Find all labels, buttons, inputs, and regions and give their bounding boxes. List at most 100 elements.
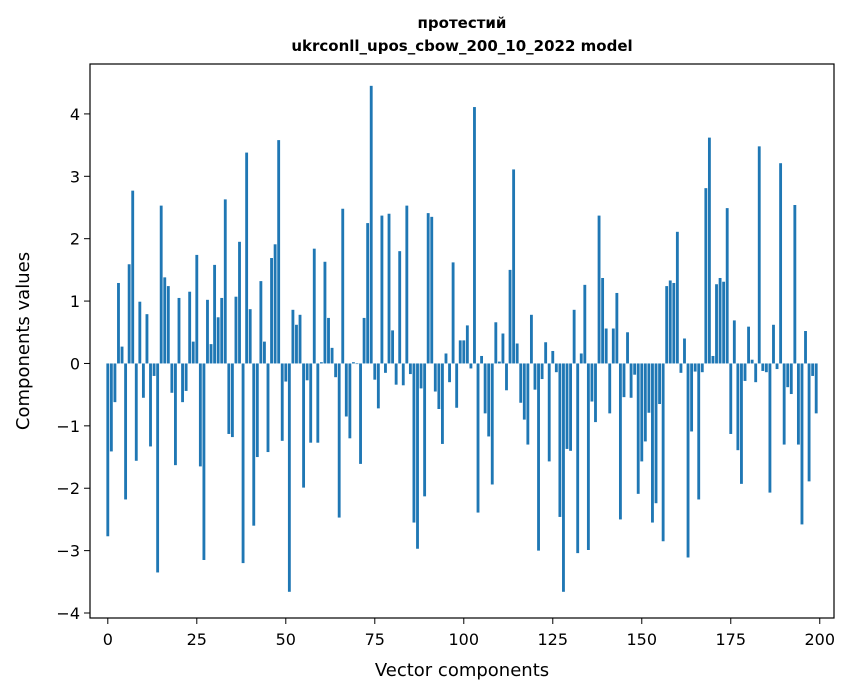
bar-137 [594, 363, 597, 423]
bar-107 [487, 363, 491, 437]
bar-81 [394, 363, 398, 385]
bar-145 [622, 363, 626, 398]
bar-157 [665, 286, 669, 364]
bar-198 [811, 363, 815, 376]
bar-56 [305, 363, 309, 381]
bar-102 [469, 363, 473, 369]
bar-169 [707, 137, 711, 364]
bar-39 [245, 152, 249, 364]
bar-40 [248, 309, 252, 364]
bar-6 [127, 264, 131, 364]
bar-144 [618, 363, 622, 520]
bar-122 [540, 363, 544, 380]
bar-34 [227, 363, 231, 434]
bar-147 [629, 363, 633, 398]
y-tick-label--3: −3 [56, 542, 80, 561]
bar-26 [198, 363, 202, 467]
bar-44 [263, 341, 266, 364]
bar-115 [515, 343, 519, 364]
bar-60 [319, 362, 323, 364]
bar-73 [366, 223, 370, 364]
x-axis-ticks: 0 25 50 75 100 125 150 175 200 [103, 618, 835, 649]
bar-164 [690, 363, 694, 432]
x-tick-label-0: 0 [103, 630, 113, 649]
bar-162 [683, 338, 686, 364]
bar-48 [277, 140, 281, 364]
x-tick-label-150: 150 [626, 630, 657, 649]
bar-85 [408, 363, 412, 375]
bar-22 [184, 363, 188, 391]
bar-180 [747, 326, 750, 364]
bar-190 [782, 363, 786, 445]
bar-192 [789, 363, 793, 395]
y-tick-label-1: 1 [70, 292, 80, 311]
bar-70 [355, 363, 359, 365]
bar-124 [547, 363, 551, 462]
bar-125 [551, 350, 555, 364]
bar-79 [387, 213, 391, 364]
bar-93 [437, 363, 441, 409]
bar-196 [804, 331, 807, 364]
bar-191 [786, 363, 790, 388]
bar-159 [672, 282, 676, 364]
bar-45 [266, 363, 270, 453]
bar-47 [273, 244, 277, 364]
bar-199 [814, 363, 818, 414]
bar-177 [736, 363, 740, 451]
bar-133 [579, 353, 583, 364]
bar-151 [643, 363, 647, 442]
bar-136 [590, 363, 594, 402]
bar-130 [569, 363, 572, 451]
bar-106 [483, 363, 487, 414]
x-axis-label: Vector components [375, 660, 549, 681]
bar-141 [608, 363, 612, 414]
bar-28 [206, 299, 209, 364]
bar-116 [519, 363, 523, 403]
bar-156 [661, 363, 665, 542]
bar-150 [640, 363, 644, 462]
bar-15 [159, 205, 163, 364]
bar-113 [508, 269, 512, 364]
bar-127 [558, 363, 562, 517]
bar-167 [700, 363, 704, 373]
bar-7 [131, 190, 135, 364]
bar-58 [312, 248, 316, 364]
bar-111 [501, 333, 505, 364]
bar-126 [554, 363, 558, 373]
bar-92 [433, 363, 437, 392]
bar-118 [526, 363, 530, 445]
bar-90 [426, 213, 430, 364]
bar-4 [120, 346, 124, 364]
bar-25 [195, 254, 199, 364]
y-tick-label-4: 4 [70, 105, 80, 124]
bar-30 [213, 264, 217, 364]
bar-8 [134, 363, 138, 461]
bar-37 [238, 241, 241, 364]
bar-91 [430, 216, 434, 364]
bar-14 [156, 363, 160, 573]
bar-18 [170, 363, 174, 393]
bar-178 [740, 363, 743, 484]
x-tick-label-175: 175 [715, 630, 746, 649]
bar-27 [202, 363, 206, 560]
bar-97 [451, 262, 455, 364]
bar-46 [270, 258, 273, 364]
bar-0 [106, 363, 110, 537]
bar-108 [490, 363, 494, 485]
bar-132 [576, 363, 580, 554]
x-tick-label-75: 75 [365, 630, 385, 649]
bar-86 [412, 363, 416, 523]
bar-181 [750, 359, 754, 364]
bar-146 [626, 332, 629, 364]
bar-154 [654, 363, 658, 504]
bar-188 [775, 363, 779, 370]
bar-63 [330, 347, 334, 364]
bar-155 [658, 363, 661, 405]
bar-168 [704, 188, 708, 364]
bar-24 [191, 341, 195, 364]
bar-120 [533, 363, 537, 390]
bar-69 [352, 362, 355, 364]
bar-109 [494, 322, 498, 364]
bar-165 [693, 363, 697, 372]
